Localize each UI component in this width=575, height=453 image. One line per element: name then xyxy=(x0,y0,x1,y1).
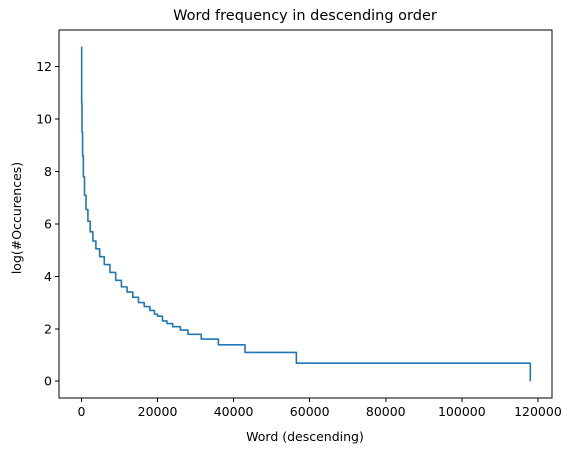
x-tick-label: 100000 xyxy=(438,404,486,419)
x-axis-label: Word (descending) xyxy=(246,429,364,444)
x-tick-label: 60000 xyxy=(290,404,330,419)
plot-area: 0 20000 40000 60000 80000 100000 120000 0 2 4 6 8 10… xyxy=(36,29,562,419)
y-tick-label: 10 xyxy=(36,112,52,127)
plot-frame xyxy=(58,29,553,399)
y-tick-label: 8 xyxy=(44,164,52,179)
y-tick-label: 2 xyxy=(44,321,52,336)
chart-title: Word frequency in descending order xyxy=(173,8,437,24)
x-tick-label: 120000 xyxy=(514,404,562,419)
x-tick-label: 20000 xyxy=(138,404,178,419)
x-tick-label: 0 xyxy=(77,404,85,419)
y-tick-label: 6 xyxy=(44,216,52,231)
y-tick-label: 0 xyxy=(44,374,52,389)
y-tick-label: 12 xyxy=(36,59,52,74)
x-tick-label: 40000 xyxy=(214,404,254,419)
series-line-0 xyxy=(80,46,532,382)
y-axis-label: log(#Occurences) xyxy=(9,162,24,274)
y-tick-label: 4 xyxy=(44,269,52,284)
x-tick-label: 80000 xyxy=(366,404,406,419)
